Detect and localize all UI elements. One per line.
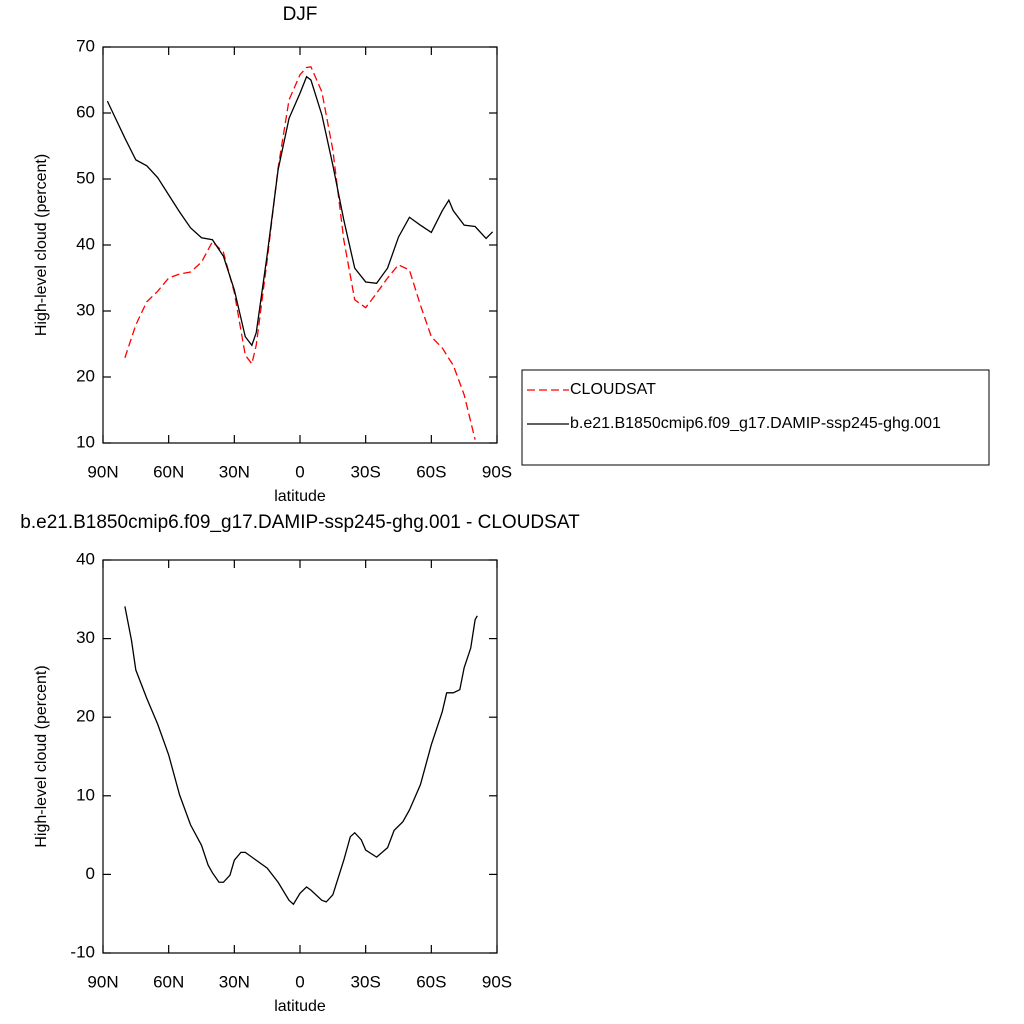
x-tick-label: 90N [87,972,118,991]
y-tick-label: 30 [76,300,95,319]
x-tick-label: 30S [351,972,381,991]
data-line [124,606,478,906]
x-axis-label: latitude [274,488,326,505]
y-tick-label: -10 [70,942,95,961]
legend-label: b.e21.B1850cmip6.f09_g17.DAMIP-ssp245-gh… [570,415,941,432]
y-axis-label: High-level cloud (percent) [33,665,50,847]
x-tick-label: 0 [295,972,304,991]
y-tick-label: 60 [76,102,95,121]
x-tick-label: 0 [295,462,304,481]
y-tick-label: 30 [76,628,95,647]
x-tick-label: 30S [351,462,381,481]
x-tick-label: 30N [219,972,250,991]
legend-label: CLOUDSAT [570,381,656,398]
data-line [106,75,494,347]
y-tick-label: 10 [76,785,95,804]
y-tick-label: 40 [76,234,95,253]
x-tick-label: 60S [416,462,446,481]
y-tick-label: 20 [76,707,95,726]
x-tick-label: 60N [153,972,184,991]
x-tick-label: 90S [482,972,512,991]
x-tick-label: 90S [482,462,512,481]
y-axis-label: High-level cloud (percent) [33,154,50,336]
y-tick-label: 40 [76,549,95,568]
y-tick-label: 70 [76,36,95,55]
x-tick-label: 90N [87,462,118,481]
y-tick-label: 20 [76,366,95,385]
y-tick-label: 50 [76,168,95,187]
x-axis-label: latitude [274,998,326,1015]
chart-title: b.e21.B1850cmip6.f09_g17.DAMIP-ssp245-gh… [20,512,580,533]
x-tick-label: 60N [153,462,184,481]
chart-title: DJF [283,4,318,25]
y-tick-label: 10 [76,432,95,451]
plot-frame [102,46,498,444]
y-tick-label: 0 [86,864,95,883]
data-line [124,66,476,440]
legend-box [521,369,990,466]
x-tick-label: 30N [219,462,250,481]
x-tick-label: 60S [416,972,446,991]
